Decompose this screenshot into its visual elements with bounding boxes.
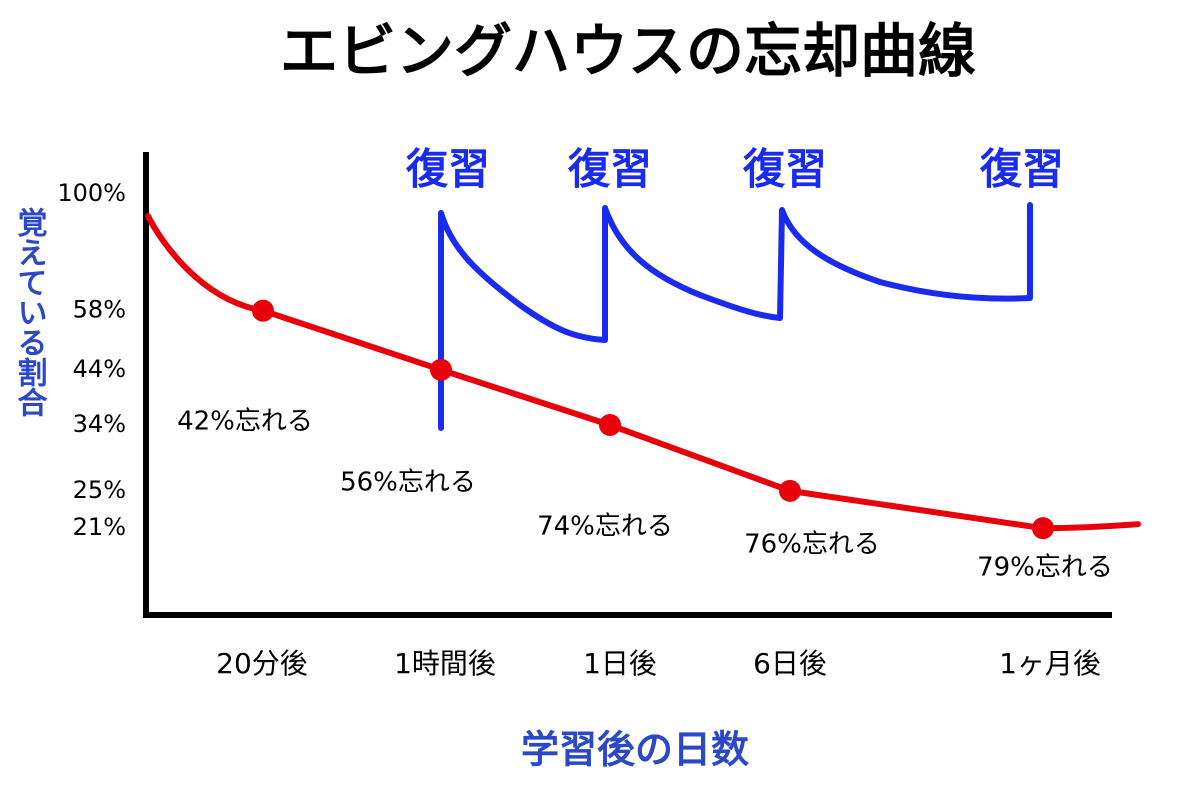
y-tick-label: 58% <box>73 296 126 324</box>
y-axis-title: 覚えている割合 <box>12 207 48 417</box>
annotation: 56%忘れる <box>340 468 476 498</box>
review-label: 復習 <box>405 145 490 194</box>
annotation: 74%忘れる <box>537 512 673 542</box>
review-label: 復習 <box>979 145 1064 194</box>
point <box>430 358 452 381</box>
annotation: 42%忘れる <box>177 407 313 437</box>
x-tick-label: 1日後 <box>583 647 657 680</box>
y-tick-label: 100% <box>57 179 126 207</box>
x-tick-label: 1時間後 <box>394 647 496 680</box>
review-curve <box>438 202 1033 431</box>
y-tick-label: 25% <box>73 476 126 504</box>
curve-tail <box>1040 521 1141 532</box>
y-tick-label: 21% <box>73 513 126 541</box>
x-tick-label: 20分後 <box>216 647 308 680</box>
review-label: 復習 <box>742 145 827 194</box>
point <box>252 299 274 322</box>
review-label: 復習 <box>567 145 652 194</box>
point <box>779 479 801 502</box>
x-axis-title: 学習後の日数 <box>521 728 749 772</box>
curve-lead <box>145 213 266 314</box>
chart-title: エビングハウスの忘却曲線 <box>280 17 976 85</box>
x-tick-label: 1ヶ月後 <box>999 647 1101 680</box>
x-tick-label: 6日後 <box>753 647 827 680</box>
y-tick-label: 44% <box>73 355 126 383</box>
point <box>1032 517 1054 540</box>
point <box>599 414 621 437</box>
annotation: 76%忘れる <box>744 530 880 560</box>
y-tick-label: 34% <box>73 410 126 438</box>
annotation: 79%忘れる <box>977 553 1113 583</box>
